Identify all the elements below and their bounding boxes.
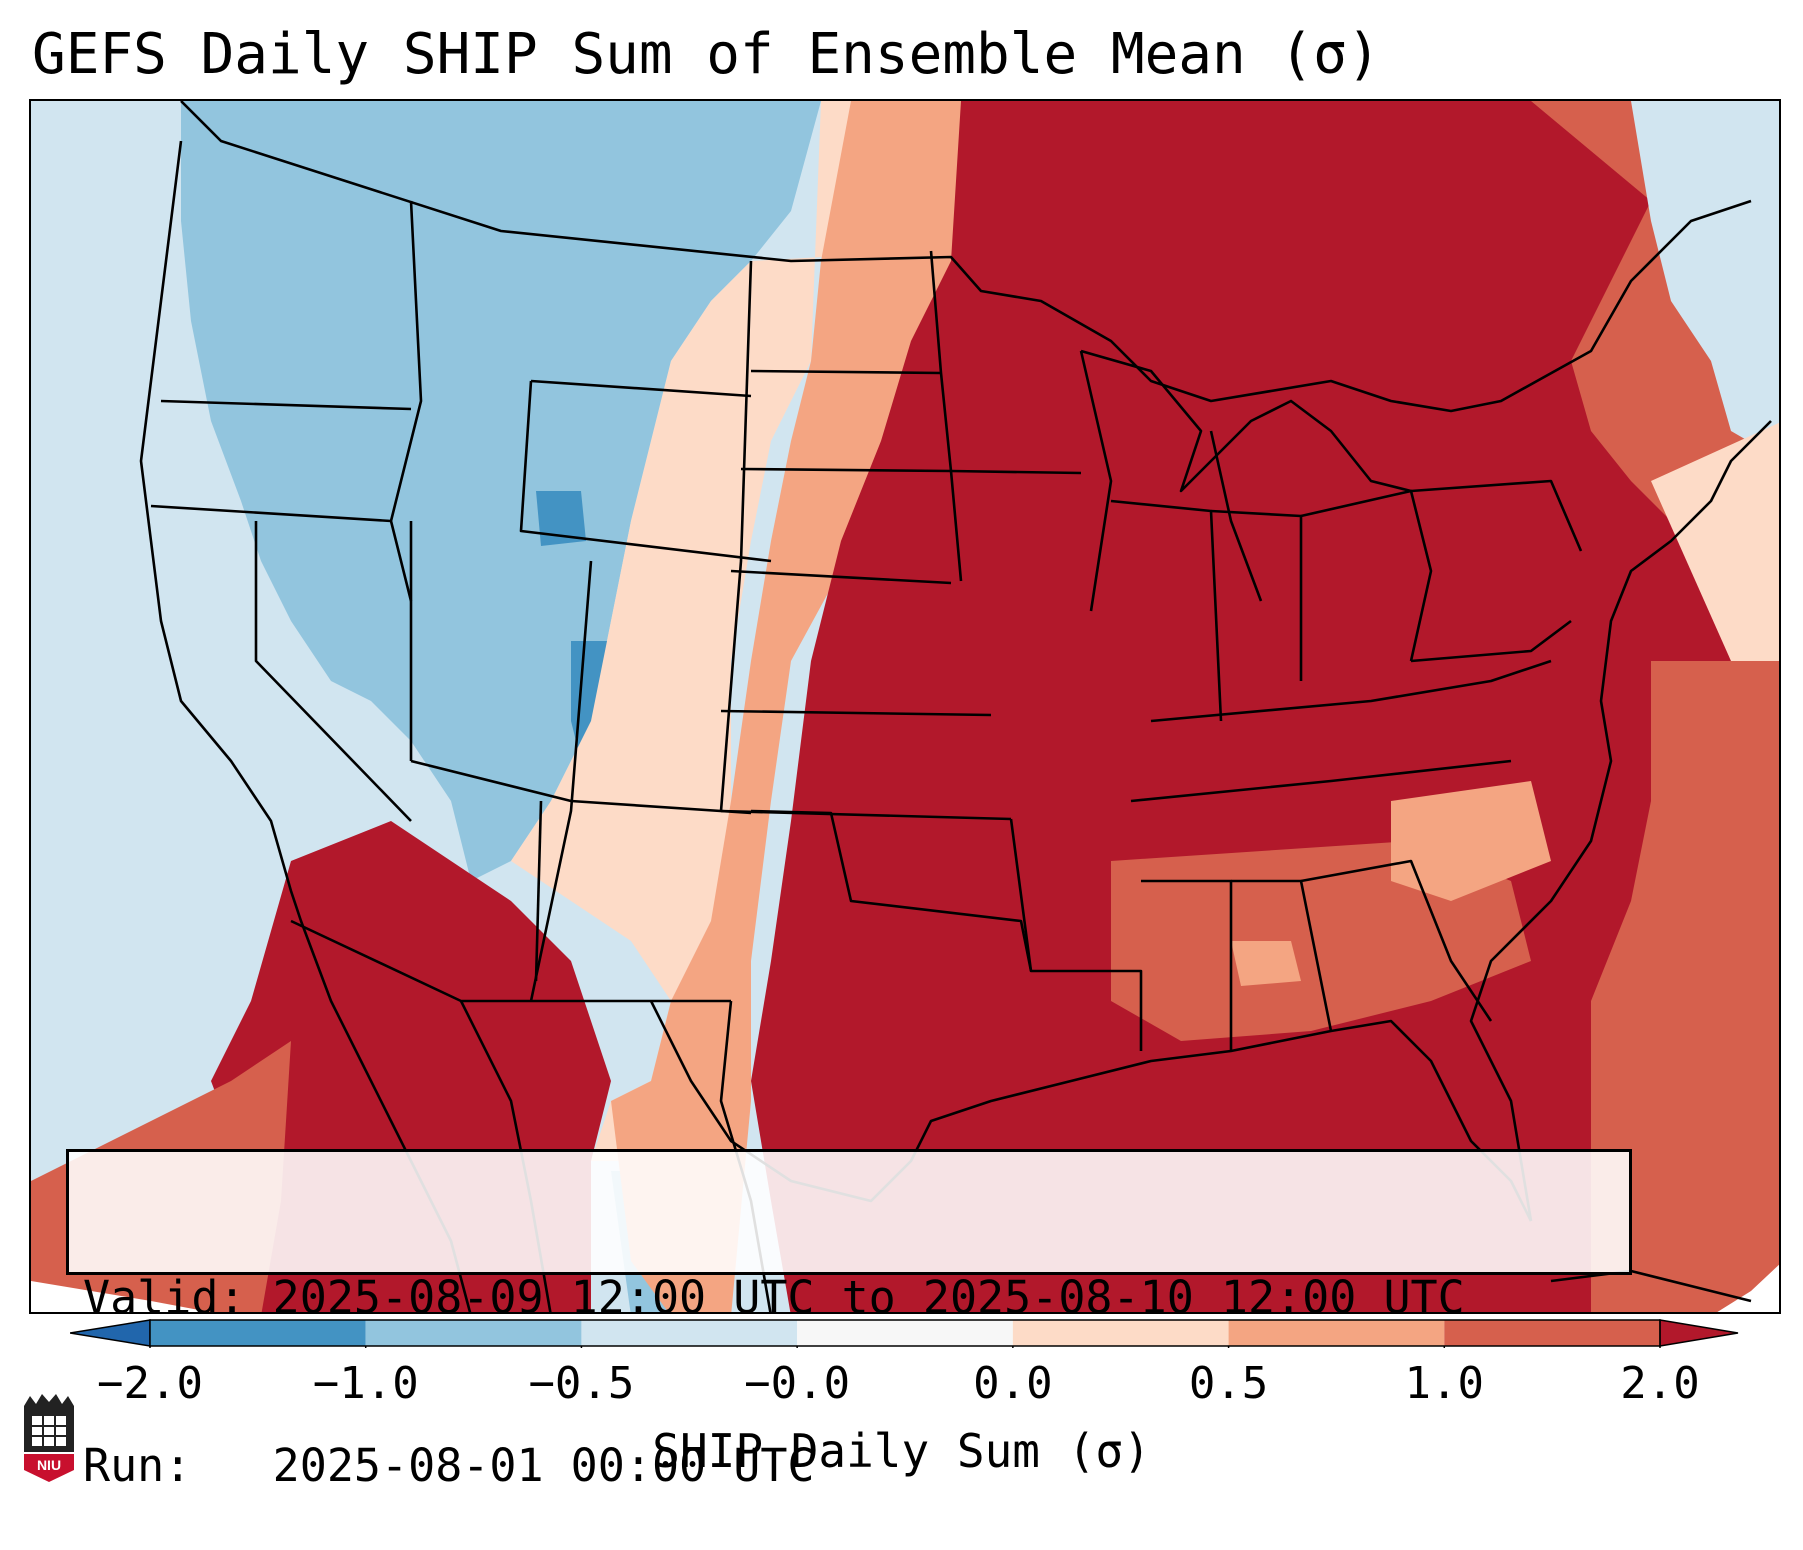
colorbar	[70, 1319, 1739, 1348]
colorbar-tick-label: 1.0	[1404, 1358, 1485, 1409]
logo-text: NIU	[37, 1457, 61, 1473]
run-value: 2025-08-01 00:00 UTC	[272, 1439, 815, 1492]
outside-domain-sw	[31, 1281, 210, 1312]
outside-domain-se	[1717, 1264, 1779, 1312]
blue-region-new-england	[1631, 101, 1779, 459]
colorbar-outline	[149, 1319, 1661, 1347]
colorbar-segment	[150, 1320, 366, 1346]
blue-region-west	[181, 101, 821, 881]
colorbar-segments	[70, 1319, 1739, 1348]
colorbar-under-arrow	[70, 1319, 151, 1347]
colorbar-tick-label: −0.5	[528, 1358, 635, 1409]
niu-logo-icon: NIU	[24, 1394, 74, 1482]
light-red-carolinas	[1391, 781, 1551, 901]
colorbar-over-arrow	[1659, 1319, 1739, 1347]
colorbar-tick-label: 2.0	[1620, 1358, 1700, 1409]
colorbar-tick-label: 0.0	[973, 1358, 1053, 1409]
colorbar-segment	[1444, 1320, 1660, 1346]
light-red-alabama	[1231, 941, 1301, 986]
colorbar-tick-label: 0.5	[1188, 1358, 1269, 1409]
map-title: GEFS Daily SHIP Sum of Ensemble Mean (σ)	[32, 22, 1381, 87]
valid-value: 2025-08-09 12:00 UTC to 2025-08-10 12:00…	[272, 1271, 1465, 1324]
ship-anomaly-map	[31, 101, 1779, 1312]
colorbar-tick-label: −0.0	[744, 1358, 851, 1409]
colorbar-label: SHIP Daily Sum (σ)	[652, 1424, 1151, 1478]
valid-label: Valid:	[83, 1271, 246, 1324]
valid-run-info-box: Valid: 2025-08-09 12:00 UTC to 2025-08-1…	[66, 1149, 1632, 1492]
colorbar-tick-label: −1.0	[312, 1358, 419, 1409]
colorbar-segment	[1228, 1320, 1445, 1346]
map-panel[interactable]	[29, 99, 1781, 1314]
colorbar-segment	[797, 1320, 1013, 1346]
colorbar-segment	[581, 1320, 798, 1346]
red-region-atlantic	[1591, 661, 1779, 1312]
blue-core-wyoming	[536, 491, 586, 546]
colorbar-tick-label: −2.0	[97, 1358, 203, 1409]
valid-row: Valid: 2025-08-09 12:00 UTC to 2025-08-1…	[83, 1270, 1615, 1326]
colorbar-segment	[1012, 1320, 1229, 1346]
dark-red-region-central-east	[751, 101, 1779, 1312]
run-row: Run: 2025-08-01 00:00 UTC	[83, 1438, 1615, 1494]
light-band-atlantic	[1651, 422, 1779, 661]
colorbar-segment	[365, 1320, 582, 1346]
run-label: Run:	[83, 1439, 192, 1492]
neutral-band	[511, 101, 931, 1161]
